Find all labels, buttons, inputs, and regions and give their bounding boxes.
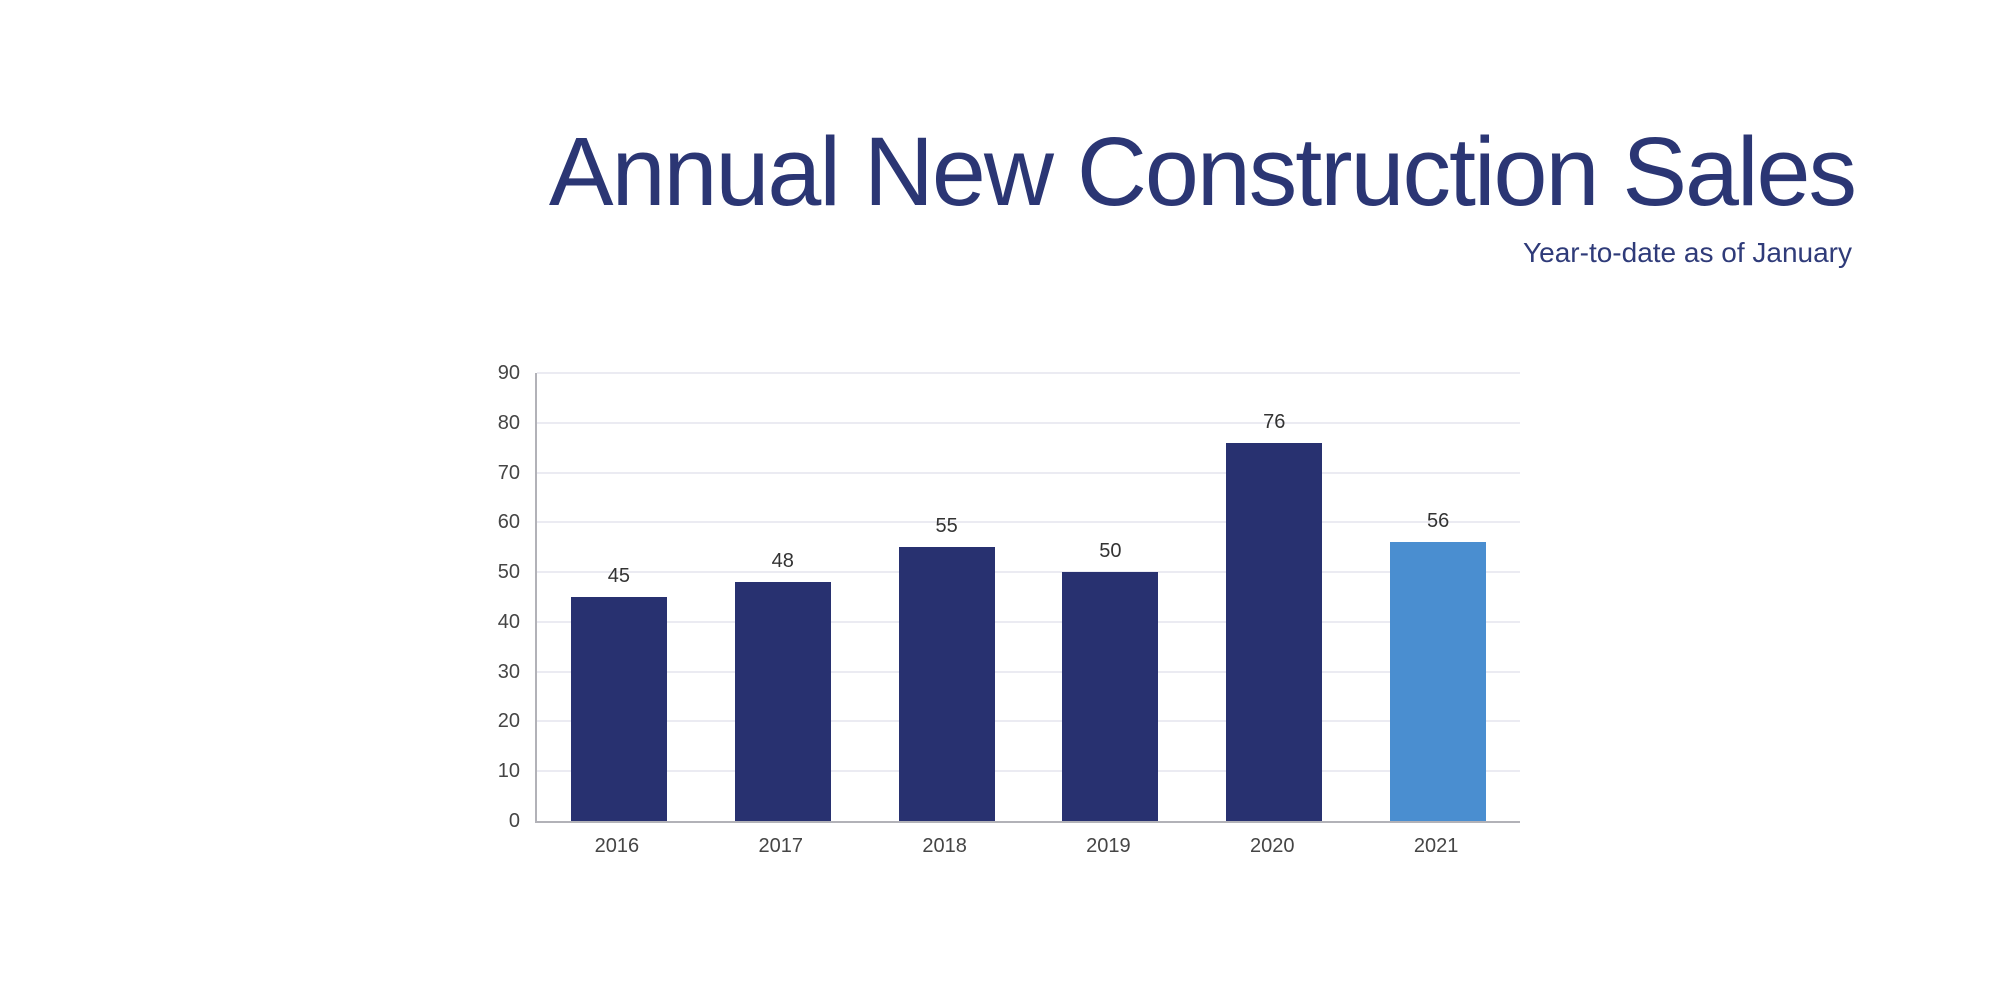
bar-value-label-2019: 50 [1099, 540, 1122, 563]
gridline-60 [537, 521, 1520, 524]
bar-2017 [734, 582, 831, 821]
bar-value-label-2020: 76 [1263, 410, 1286, 433]
gridline-40 [537, 620, 1520, 623]
x-axis-label-2021: 2021 [1413, 835, 1459, 857]
gridline-70 [537, 471, 1520, 474]
x-axis-label-2016: 2016 [594, 835, 640, 857]
plot-area: 45 48 55 50 76 56 [535, 372, 1520, 823]
y-axis-label-70: 70 [497, 461, 520, 484]
y-axis-label-0: 0 [508, 810, 520, 832]
bar-value-label-2016: 45 [607, 565, 631, 587]
y-axis-label-40: 40 [497, 610, 520, 633]
y-axis-label-50: 50 [497, 561, 520, 584]
bar-value-label-2017: 48 [771, 550, 794, 573]
y-axis-label-10: 10 [497, 760, 520, 783]
y-axis-label-90: 90 [497, 362, 520, 384]
gridline-50 [537, 571, 1520, 574]
x-axis-label-2017: 2017 [758, 835, 804, 857]
bar-value-label-2018: 55 [935, 515, 958, 538]
y-axis-label-60: 60 [497, 511, 520, 534]
chart-title: Annual New Construction Sales [548, 117, 1857, 226]
y-axis-label-20: 20 [497, 710, 520, 733]
y-axis: 0 10 20 30 40 50 60 70 80 90 [420, 362, 520, 832]
gridline-80 [537, 421, 1520, 424]
y-axis-label-80: 80 [497, 411, 520, 434]
gridline-90 [537, 372, 1520, 374]
chart-header: Annual New Construction Sales Year-to-da… [355, 117, 1857, 269]
x-axis-label-2018: 2018 [922, 835, 967, 857]
gridline-20 [537, 720, 1520, 723]
bar-2018 [898, 547, 995, 821]
gridline-10 [537, 770, 1520, 773]
bar-value-label-2021: 56 [1426, 510, 1450, 533]
y-axis-label-30: 30 [497, 660, 520, 683]
bar-2016 [570, 597, 667, 821]
x-axis-label-2020: 2020 [1250, 835, 1295, 857]
bar-2021 [1390, 542, 1487, 821]
bar-2020 [1226, 442, 1323, 821]
bar-2019 [1062, 572, 1159, 821]
x-axis: 2016 2017 2018 2019 2020 2021 [535, 835, 1518, 865]
chart-subtitle: Year-to-date as of January [1523, 236, 1852, 268]
x-axis-label-2019: 2019 [1086, 835, 1131, 857]
gridline-30 [537, 670, 1520, 673]
